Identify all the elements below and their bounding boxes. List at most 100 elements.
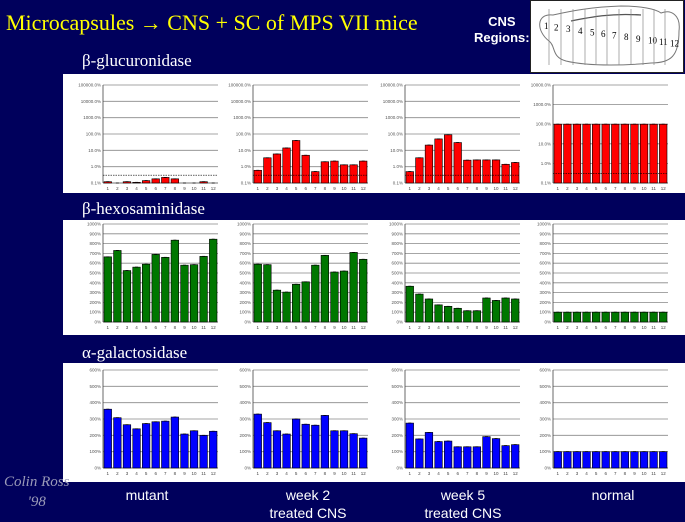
y-tick-label: 700%	[539, 251, 551, 256]
y-tick-label: 900%	[539, 231, 551, 236]
x-tick-label: 11	[351, 186, 356, 191]
bar	[582, 451, 591, 469]
bar	[272, 153, 282, 184]
x-tick-label: 7	[614, 186, 617, 191]
x-tick-label: 7	[164, 325, 167, 330]
y-tick-label: 400%	[239, 280, 251, 285]
y-tick-label: 0.1%	[91, 181, 101, 186]
cns-label-line1: CNS	[488, 14, 516, 29]
bar	[272, 430, 282, 469]
bar	[563, 311, 572, 323]
y-tick-label: 100%	[391, 449, 403, 454]
x-tick-label: 3	[576, 471, 579, 476]
y-tick-label: 0%	[544, 320, 551, 325]
y-tick-label: 1.0%	[393, 164, 403, 169]
y-tick-label: 10000.0%	[231, 99, 251, 104]
bar-chart-3: 0.1% 1.0% 10.0% 100.0% 1000.0% 10000.0% 100000…	[380, 83, 520, 191]
x-tick-label: 11	[351, 471, 356, 476]
x-tick-label: 9	[633, 471, 636, 476]
x-tick-label: 12	[661, 471, 667, 476]
bar	[311, 424, 320, 469]
x-tick-label: 8	[324, 325, 327, 330]
bar	[649, 311, 658, 323]
x-tick-label: 6	[154, 471, 157, 476]
bar	[282, 291, 291, 323]
signature-name: Colin Ross	[4, 474, 70, 490]
x-tick-label: 6	[304, 325, 307, 330]
bar-chart-9: 0%100%200%300%400%500%600%1 2 3 4 5 6 7 8 9 10 11 1…	[89, 368, 218, 476]
section-title-glucuronidase: β-glucuronidase	[82, 51, 192, 70]
x-tick-label: 8	[324, 471, 327, 476]
bar	[189, 264, 199, 323]
y-tick-label: 400%	[391, 280, 403, 285]
bar	[415, 293, 424, 323]
x-tick-label: 7	[614, 471, 617, 476]
x-tick-label: 10	[342, 471, 348, 476]
y-tick-label: 600%	[539, 368, 551, 373]
x-tick-label: 2	[566, 325, 569, 330]
region-number: 6	[601, 29, 606, 39]
x-tick-label: 1	[409, 325, 412, 330]
y-tick-label: 0.1%	[241, 181, 251, 186]
x-tick-label: 10	[642, 186, 648, 191]
bar	[405, 422, 414, 469]
bar	[630, 123, 639, 184]
condition-label-mutant: mutant	[72, 486, 222, 504]
bar	[434, 138, 443, 184]
y-tick-label: 0%	[244, 320, 251, 325]
bar	[639, 311, 649, 323]
bar-chart-6: 0% 100% 200% 300% 400% 500% 600% 700% 800% 900% 10…	[237, 222, 368, 330]
x-tick-label: 6	[604, 325, 607, 330]
bar	[161, 420, 170, 469]
region-number: 9	[636, 34, 641, 44]
bar	[649, 123, 658, 184]
region-number: 11	[659, 37, 668, 47]
bar	[453, 142, 462, 184]
x-tick-label: 5	[295, 186, 298, 191]
x-tick-label: 4	[135, 186, 138, 191]
x-tick-label: 3	[428, 186, 431, 191]
y-tick-label: 100000.0%	[78, 83, 101, 88]
y-tick-label: 1000%	[237, 222, 251, 227]
bar	[434, 304, 443, 323]
x-tick-label: 10	[642, 325, 648, 330]
y-tick-label: 1000%	[537, 222, 551, 227]
bar	[463, 159, 472, 184]
x-tick-label: 5	[595, 325, 598, 330]
bar	[639, 123, 649, 184]
y-tick-label: 100%	[89, 449, 101, 454]
condition-line2: treated CNS	[424, 505, 502, 521]
brain-sagittal-illustration: 1 2 3 4 5 6 7 8 9 10 11 12	[539, 5, 680, 66]
bar-chart-11: 0%100%200%300%400%500%600%1 2 3 4 5 6 7 8 9 10 11 1…	[391, 368, 520, 476]
x-tick-label: 5	[447, 325, 450, 330]
y-tick-label: 300%	[391, 417, 403, 422]
bar	[501, 297, 510, 323]
bar	[592, 451, 601, 469]
condition-label-normal: normal	[538, 486, 685, 504]
y-tick-label: 300%	[239, 417, 251, 422]
x-tick-label: 1	[257, 186, 260, 191]
bar	[463, 310, 472, 323]
y-tick-label: 700%	[89, 251, 101, 256]
bar	[620, 123, 629, 184]
x-tick-label: 12	[361, 186, 367, 191]
y-tick-label: 0%	[396, 466, 403, 471]
x-tick-label: 2	[418, 325, 421, 330]
y-tick-label: 10000.0%	[81, 99, 101, 104]
bar	[491, 300, 501, 323]
bar	[482, 436, 491, 469]
x-tick-label: 3	[126, 186, 129, 191]
y-tick-label: 800%	[539, 241, 551, 246]
y-tick-label: 200%	[239, 433, 251, 438]
region-number: 4	[578, 26, 583, 36]
bar	[132, 428, 141, 469]
bar	[563, 123, 572, 184]
y-tick-label: 600%	[391, 261, 403, 266]
bar	[482, 159, 491, 184]
x-tick-label: 12	[513, 186, 519, 191]
bar	[592, 123, 601, 184]
y-tick-label: 1000.0%	[385, 115, 403, 120]
x-tick-label: 2	[116, 325, 119, 330]
y-tick-label: 100%	[539, 310, 551, 315]
bar	[639, 451, 649, 469]
